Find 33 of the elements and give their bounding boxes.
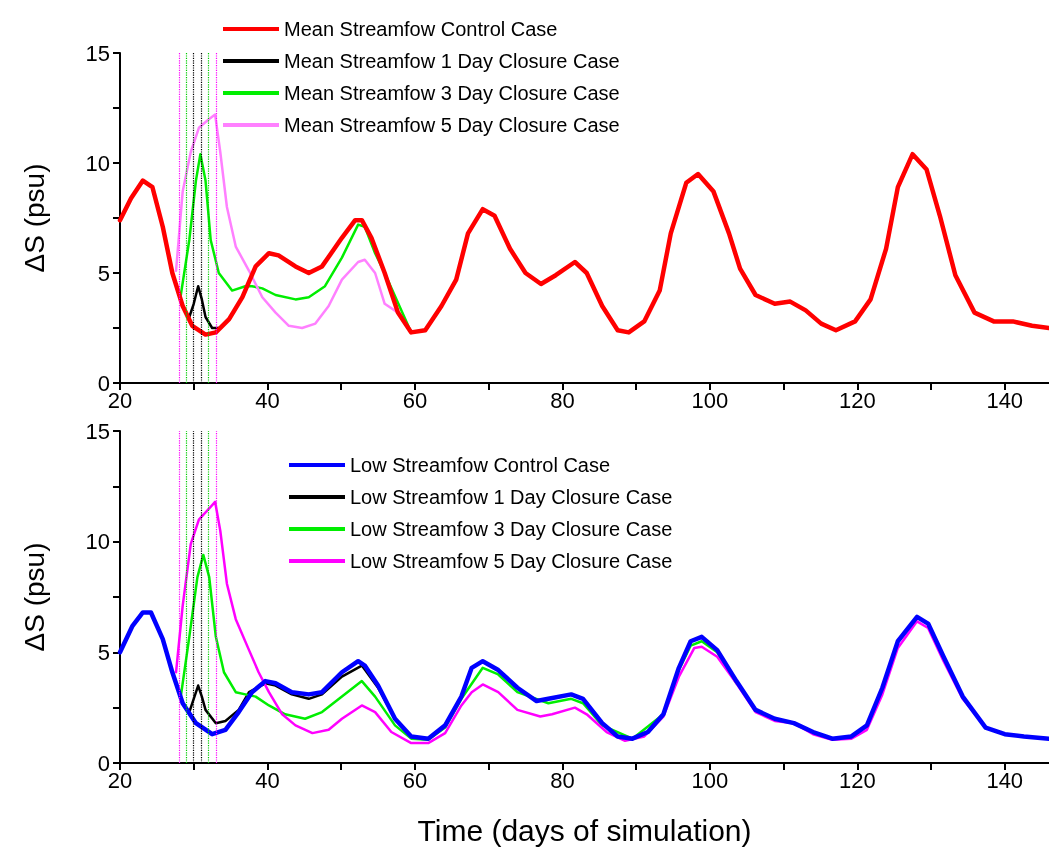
x-tick-label: 120: [838, 387, 876, 413]
legend-label: Low Streamfow 3 Day Closure Case: [350, 518, 673, 540]
y-tick-label: 0: [97, 370, 110, 396]
legend-label: Mean Streamfow 1 Day Closure Case: [284, 50, 620, 72]
y-tick-label: 5: [97, 260, 110, 286]
legend-label: Mean Streamfow 3 Day Closure Case: [284, 82, 620, 104]
legend-label: Mean Streamfow Control Case: [284, 18, 558, 40]
y-tick-label: 15: [85, 40, 110, 66]
legend-label: Mean Streamfow 5 Day Closure Case: [284, 114, 620, 136]
x-tick-label: 100: [691, 767, 729, 793]
x-tick-label: 80: [550, 387, 575, 413]
x-tick-label: 40: [255, 767, 280, 793]
line-series: [117, 610, 1049, 741]
y-tick-label: 10: [85, 150, 110, 176]
x-tick-label: 120: [838, 767, 876, 793]
x-tick-label: 140: [986, 767, 1024, 793]
x-tick-label: 100: [691, 387, 729, 413]
line-series: [117, 151, 1049, 337]
x-tick-label: 40: [255, 387, 280, 413]
legend-label: Low Streamfow 1 Day Closure Case: [350, 486, 673, 508]
y-tick-label: 0: [97, 750, 110, 776]
legend-label: Low Streamfow 5 Day Closure Case: [350, 550, 673, 572]
x-tick-label: 60: [402, 767, 428, 793]
x-tick-label: 140: [986, 387, 1024, 413]
legend-label: Low Streamfow Control Case: [350, 454, 611, 476]
y-tick-label: 10: [85, 529, 110, 555]
x-axis-title: Time (days of simulation): [417, 813, 752, 847]
x-tick-label: 80: [550, 767, 575, 793]
y-tick-label: 5: [97, 639, 110, 665]
x-tick-label: 60: [402, 387, 428, 413]
y-axis-title: ΔS (psu): [18, 542, 50, 652]
y-axis-title: ΔS (psu): [18, 163, 50, 273]
y-tick-label: 15: [85, 418, 110, 444]
